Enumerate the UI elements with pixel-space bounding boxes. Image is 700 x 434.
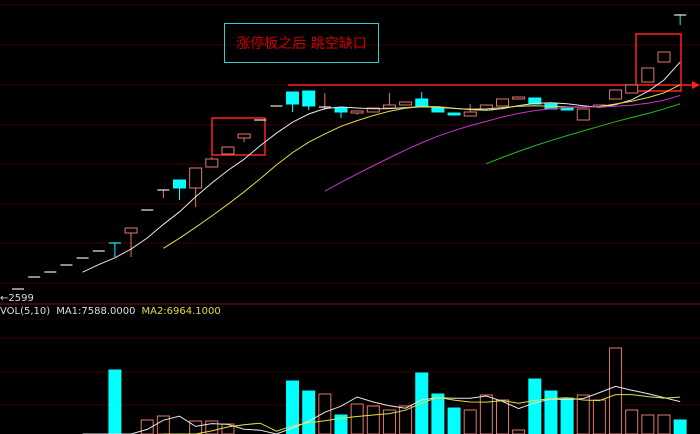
volume-bar [463,409,477,434]
ma10-line [163,84,681,249]
volume-bar [431,393,445,434]
candle-body [447,112,461,116]
volume-bar [641,414,655,434]
volume-bar [576,394,590,434]
candle-body [463,111,477,117]
volume-bar [334,414,348,434]
candle-body [609,89,623,100]
arrow-left-icon: ← [0,293,9,304]
highlight-box-gap [635,33,682,92]
volume-bar [544,390,558,434]
candle-body [350,110,364,114]
candle-body [237,133,251,139]
ma5-line [82,61,681,273]
volume-bar [350,403,364,434]
candle-body [173,179,186,189]
ma30-line [486,103,681,165]
volume-bar [366,405,380,434]
volume-bar [625,409,639,434]
highlight-box-limit-up [211,117,266,156]
lowest-price-marker: ←2599 [0,293,34,304]
candle-body [189,167,203,189]
candle-body [124,227,138,234]
volume-ma10-line [163,394,681,434]
volume-bar [302,390,316,434]
volume-bar [156,415,170,434]
candle-body [334,107,348,113]
volume-ma5-line [82,385,681,434]
volume-bar [657,414,671,434]
candle-body [382,104,396,109]
candle-body [625,84,639,94]
lowest-price-value: 2599 [8,293,34,304]
candle-body [496,98,509,107]
volume-bar [479,394,493,434]
candle-body [431,107,445,113]
candle-body [415,98,429,108]
candle-body [286,91,300,105]
ma20-line [324,94,681,192]
candle-body [221,146,235,155]
volume-bar [673,419,687,434]
volume-ma1: MA1:7588.0000 [56,306,136,317]
candle-body [528,97,542,105]
volume-bar [496,399,509,434]
volume-bar [318,393,332,434]
volume-bar [286,380,300,434]
volume-bar [592,399,606,434]
arrow-right-icon [692,81,700,89]
volume-bar [447,407,461,434]
candle-body [205,158,219,168]
volume-bar [399,405,413,434]
volume-bar [512,429,526,434]
candle-body [576,108,590,121]
volume-indicator-label: VOL(5,10) [0,306,51,317]
volume-bar [528,378,542,434]
annotation-box: 涨停板之后 跳空缺口 [224,23,379,63]
candle-body [366,107,380,113]
volume-ma2: MA2:6964.1000 [141,306,221,317]
volume-bar [189,420,203,434]
candle-body [641,67,655,83]
candle-body [399,101,413,106]
volume-bar [560,397,574,434]
candle-body [512,96,526,100]
candle-body [302,90,316,107]
volume-bar [609,347,623,434]
volume-bar [108,369,122,434]
volume-legend: VOL(5,10) MA1:7588.0000 MA2:6964.1000 [0,306,227,317]
candle-body [657,51,671,63]
volume-bar [382,409,396,434]
